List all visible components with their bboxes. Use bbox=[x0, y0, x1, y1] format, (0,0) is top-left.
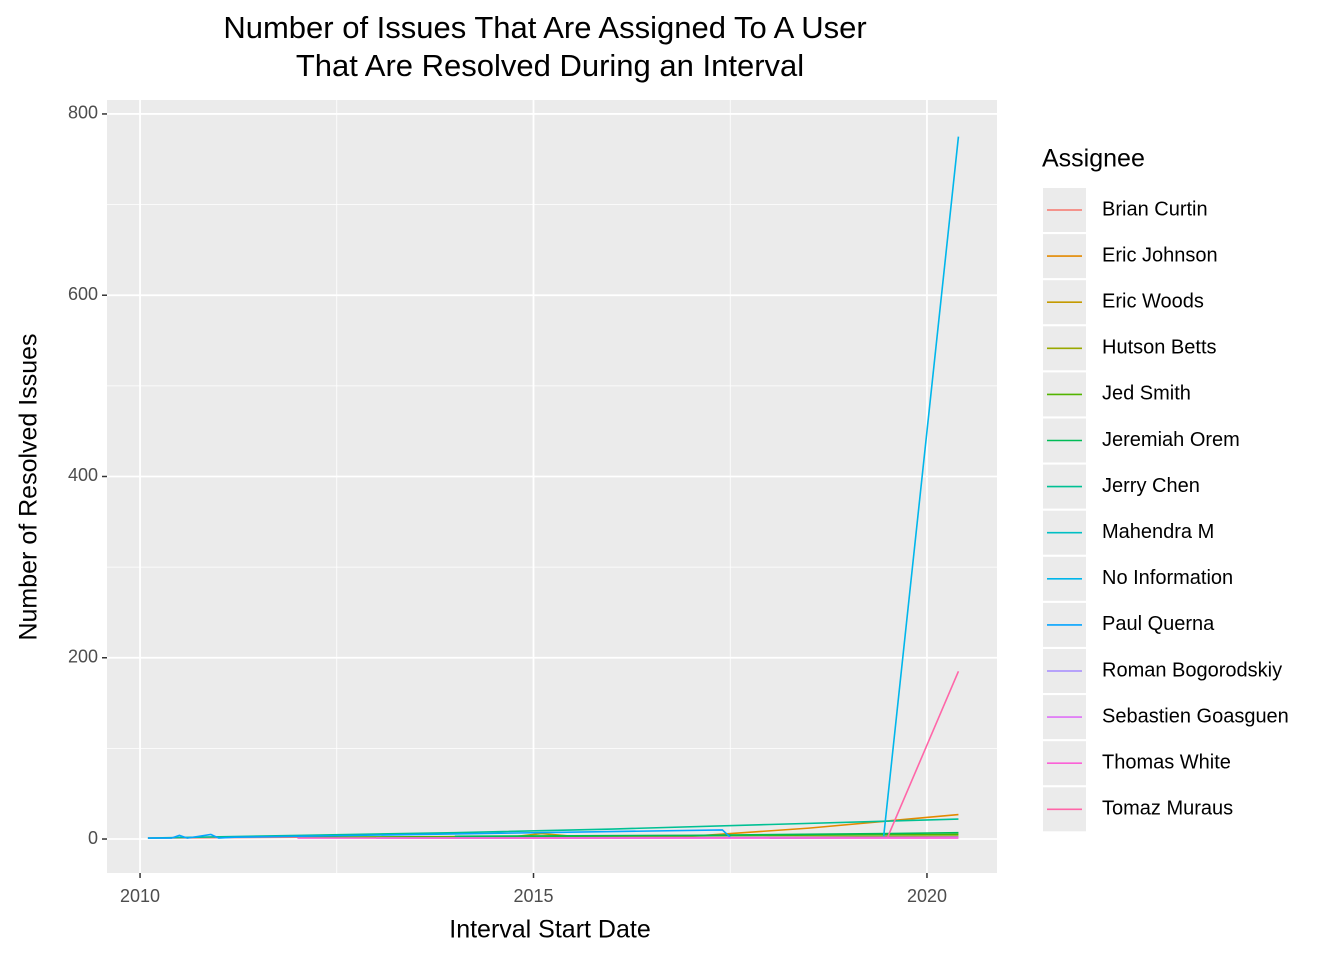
y-axis-label: Number of Resolved Issues bbox=[15, 333, 43, 640]
series-line bbox=[147, 829, 731, 839]
chart-title: That Are Resolved During an Interval bbox=[296, 48, 804, 83]
legend-label: Thomas White bbox=[1102, 751, 1231, 773]
legend-label: Paul Querna bbox=[1102, 613, 1215, 635]
chart-title: Number of Issues That Are Assigned To A … bbox=[223, 10, 866, 45]
legend-label: Sebastien Goasguen bbox=[1102, 705, 1289, 727]
y-tick-label: 800 bbox=[68, 103, 98, 123]
legend-label: Jed Smith bbox=[1102, 383, 1191, 405]
legend-label: Roman Bogorodskiy bbox=[1102, 659, 1282, 681]
legend-label: Tomaz Muraus bbox=[1102, 798, 1233, 820]
legend-label: Eric Johnson bbox=[1102, 244, 1218, 266]
legend-label: Eric Woods bbox=[1102, 290, 1204, 312]
series-line bbox=[886, 671, 960, 838]
legend-label: Jeremiah Orem bbox=[1102, 429, 1240, 451]
series-line bbox=[454, 831, 959, 838]
series-line bbox=[882, 136, 960, 837]
y-tick-label: 0 bbox=[88, 828, 98, 848]
x-tick-label: 2010 bbox=[120, 886, 160, 906]
legend-label: Jerry Chen bbox=[1102, 475, 1200, 497]
y-tick-label: 200 bbox=[68, 646, 98, 666]
y-tick-label: 400 bbox=[68, 465, 98, 485]
y-tick-label: 600 bbox=[68, 284, 98, 304]
legend-label: Brian Curtin bbox=[1102, 198, 1208, 220]
legend-title: Assignee bbox=[1042, 145, 1145, 173]
panel bbox=[107, 100, 997, 873]
legend-label: No Information bbox=[1102, 567, 1233, 589]
x-tick-label: 2020 bbox=[907, 886, 947, 906]
legend-label: Mahendra M bbox=[1102, 521, 1214, 543]
legend-label: Hutson Betts bbox=[1102, 337, 1217, 359]
x-tick-label: 2015 bbox=[513, 886, 553, 906]
x-axis-label: Interval Start Date bbox=[449, 916, 650, 944]
